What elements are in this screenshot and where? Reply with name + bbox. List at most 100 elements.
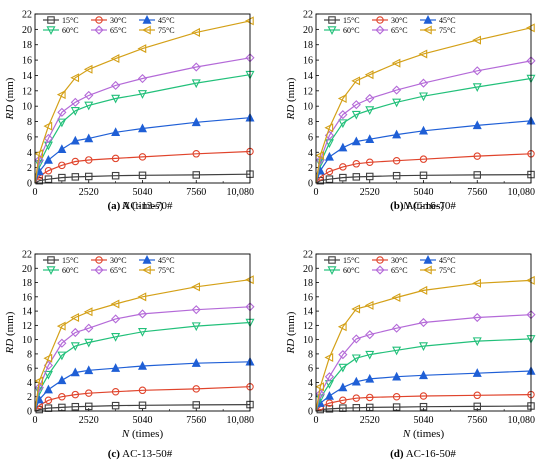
- data-point: [365, 373, 375, 383]
- y-tick-label: 12: [22, 86, 32, 97]
- y-tick-label: 10: [22, 102, 32, 113]
- x-tick-label: 5040: [133, 187, 153, 198]
- data-point: [57, 107, 67, 117]
- legend-label: 15°C: [62, 16, 79, 25]
- data-point: [391, 58, 401, 68]
- data-point: [418, 317, 429, 328]
- plot-frame: [34, 13, 251, 184]
- y-tick-label: 8: [308, 349, 313, 360]
- legend-entry-1: 15°C: [43, 16, 79, 25]
- legend-marker: [423, 14, 433, 24]
- data-point: [110, 54, 120, 64]
- data-point: [83, 64, 93, 74]
- data-point: [472, 337, 482, 347]
- y-tick-label: 0: [308, 179, 313, 190]
- legend-marker: [328, 16, 336, 24]
- data-point: [324, 391, 334, 400]
- data-point: [418, 342, 429, 352]
- data-point: [43, 133, 54, 144]
- data-point: [351, 136, 361, 146]
- data-point: [351, 110, 361, 120]
- y-tick-label: 14: [22, 307, 32, 318]
- y-tick-label: 0: [27, 179, 32, 190]
- data-point: [85, 389, 93, 397]
- panel-caption-letter: (b): [390, 200, 404, 212]
- y-tick-label: 16: [22, 292, 32, 303]
- data-point: [43, 353, 53, 363]
- data-point: [392, 346, 402, 356]
- y-tick-label: 22: [303, 250, 313, 261]
- data-point: [85, 402, 93, 411]
- x-tick-label: 5040: [414, 187, 434, 198]
- data-point: [324, 123, 334, 133]
- data-point: [111, 314, 121, 324]
- data-point: [338, 119, 348, 129]
- y-tick-label: 18: [303, 278, 313, 289]
- y-tick-label: 4: [27, 378, 32, 389]
- data-point: [57, 338, 67, 348]
- data-point: [71, 173, 80, 181]
- y-tick-label: 12: [303, 86, 313, 97]
- data-point: [351, 304, 361, 314]
- series-line-4: [315, 77, 532, 184]
- data-point: [34, 155, 44, 165]
- data-point: [365, 172, 374, 181]
- legend-entry-3: 45°C: [420, 14, 456, 25]
- panel-caption: (c) AC-13-50#: [108, 448, 173, 460]
- data-point: [43, 370, 53, 380]
- data-point: [419, 392, 428, 400]
- data-point: [418, 125, 429, 135]
- data-point: [84, 90, 94, 101]
- y-tick-label: 0: [27, 407, 32, 418]
- data-point: [472, 83, 482, 92]
- data-point: [43, 121, 53, 131]
- data-point: [391, 293, 401, 303]
- data-point: [338, 350, 348, 360]
- y-tick-label: 8: [27, 117, 32, 128]
- x-axis-label-var: N: [121, 428, 130, 440]
- x-tick-label: 2520: [79, 415, 99, 426]
- data-point: [392, 323, 402, 333]
- legend-marker: [423, 254, 433, 264]
- series-line-6: [34, 279, 251, 412]
- data-point: [337, 93, 347, 104]
- series-line-2: [315, 153, 532, 184]
- data-point: [472, 120, 482, 130]
- data-point: [191, 358, 201, 367]
- data-point: [84, 101, 94, 111]
- data-point: [191, 79, 201, 89]
- legend-entry-4: 60°C: [324, 266, 360, 276]
- plot-frame: [34, 253, 251, 412]
- data-point: [472, 312, 482, 323]
- legend-label: 60°C: [343, 266, 360, 275]
- data-point: [137, 44, 147, 54]
- data-point: [392, 156, 401, 165]
- panel-caption-letter: (d): [390, 448, 404, 460]
- data-point: [34, 376, 44, 386]
- legend-marker: [328, 256, 336, 264]
- y-tick-label: 14: [22, 71, 32, 82]
- data-point: [324, 151, 334, 161]
- series-line-4: [315, 338, 532, 412]
- legend-label: 15°C: [343, 256, 360, 265]
- legend-label: 65°C: [391, 266, 408, 275]
- y-tick-label: 12: [22, 321, 32, 332]
- x-tick-label: 10,080: [508, 187, 536, 198]
- data-point: [34, 149, 44, 159]
- data-point: [70, 342, 80, 352]
- x-tick-label: 5040: [414, 415, 434, 426]
- data-point: [418, 49, 428, 59]
- legend-marker: [142, 254, 152, 264]
- series-line-1: [34, 173, 251, 184]
- data-point: [325, 167, 334, 176]
- series-line-5: [34, 57, 251, 184]
- series-line-3: [315, 370, 532, 412]
- data-point: [418, 285, 428, 295]
- series-line-6: [34, 20, 251, 184]
- data-point: [365, 106, 375, 116]
- legend-entry-2: 30°C: [91, 256, 127, 265]
- panel-caption-name: AC-13-50#: [120, 448, 173, 460]
- y-tick-label: 12: [303, 321, 313, 332]
- series-line-2: [315, 394, 532, 412]
